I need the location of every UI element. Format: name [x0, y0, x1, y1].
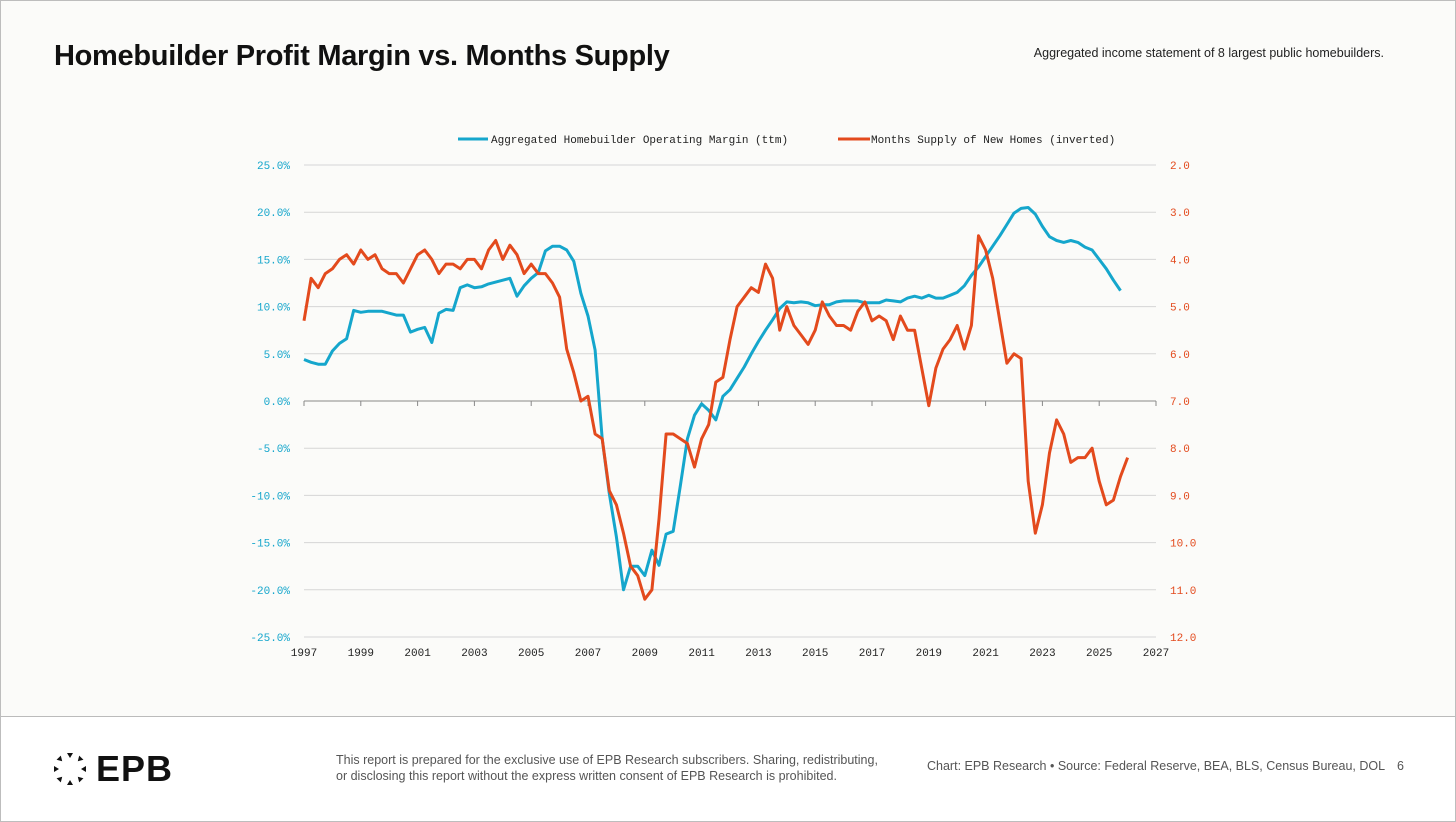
y-left-tick-label: 10.0%: [257, 303, 290, 315]
y-right-tick-label: 5.0: [1170, 303, 1190, 315]
legend-label-supply: Months Supply of New Homes (inverted): [871, 135, 1115, 147]
x-tick-label: 2011: [688, 648, 715, 660]
disclaimer: This report is prepared for the exclusiv…: [336, 752, 896, 784]
page-number: 6: [1397, 759, 1404, 773]
x-tick-label: 2007: [575, 648, 601, 660]
x-tick-label: 2019: [916, 648, 942, 660]
y-left-tick-label: 15.0%: [257, 255, 290, 267]
x-tick-label: 1999: [348, 648, 374, 660]
chart: Aggregated Homebuilder Operating Margin …: [250, 135, 1196, 660]
source-note: Chart: EPB Research • Source: Federal Re…: [927, 759, 1386, 773]
y-left-tick-label: -20.0%: [250, 586, 290, 598]
x-tick-label: 2027: [1143, 648, 1169, 660]
y-right-tick-label: 2.0: [1170, 161, 1190, 173]
x-tick-label: 2025: [1086, 648, 1112, 660]
footer: [1, 716, 1455, 821]
x-tick-label: 2013: [745, 648, 771, 660]
y-right-tick-label: 11.0: [1170, 586, 1196, 598]
y-right-tick-label: 4.0: [1170, 255, 1190, 267]
x-tick-label: 2009: [632, 648, 658, 660]
y-left-tick-label: 5.0%: [264, 350, 291, 362]
y-left-tick-label: 20.0%: [257, 208, 290, 220]
x-tick-label: 2015: [802, 648, 828, 660]
y-right-tick-label: 12.0: [1170, 633, 1196, 645]
y-right-tick-label: 9.0: [1170, 491, 1190, 503]
y-right-tick-label: 8.0: [1170, 444, 1190, 456]
logo-text: EPB: [96, 748, 174, 789]
y-right-tick-label: 6.0: [1170, 350, 1190, 362]
x-tick-label: 2001: [404, 648, 431, 660]
x-tick-label: 2003: [461, 648, 487, 660]
x-tick-label: 2021: [972, 648, 999, 660]
epb-logo-icon: [54, 753, 86, 785]
y-left-tick-label: -5.0%: [257, 444, 290, 456]
y-left-tick-label: 0.0%: [264, 397, 291, 409]
chart-subtitle: Aggregated income statement of 8 largest…: [1033, 46, 1384, 60]
x-tick-label: 2017: [859, 648, 885, 660]
disclaimer-line-2: or disclosing this report without the ex…: [336, 769, 837, 783]
y-left-tick-label: -15.0%: [250, 539, 290, 551]
legend: Aggregated Homebuilder Operating Margin …: [458, 135, 1115, 147]
series-line-operating-margin: [303, 206, 1122, 592]
y-right-tick-label: 10.0: [1170, 539, 1196, 551]
y-left-tick-label: 25.0%: [257, 161, 290, 173]
y-left-tick-label: -25.0%: [250, 633, 290, 645]
epb-logo: EPB: [52, 748, 173, 790]
chart-title: Homebuilder Profit Margin vs. Months Sup…: [54, 40, 670, 72]
legend-label-margin: Aggregated Homebuilder Operating Margin …: [491, 135, 788, 147]
series-line-months-supply: [302, 234, 1130, 601]
y-right-tick-label: 7.0: [1170, 397, 1190, 409]
y-right-tick-label: 3.0: [1170, 208, 1190, 220]
x-tick-label: 2005: [518, 648, 544, 660]
x-tick-label: 2023: [1029, 648, 1055, 660]
y-left-tick-label: -10.0%: [250, 491, 290, 503]
disclaimer-line-1: This report is prepared for the exclusiv…: [336, 753, 878, 767]
x-tick-label: 1997: [291, 648, 317, 660]
